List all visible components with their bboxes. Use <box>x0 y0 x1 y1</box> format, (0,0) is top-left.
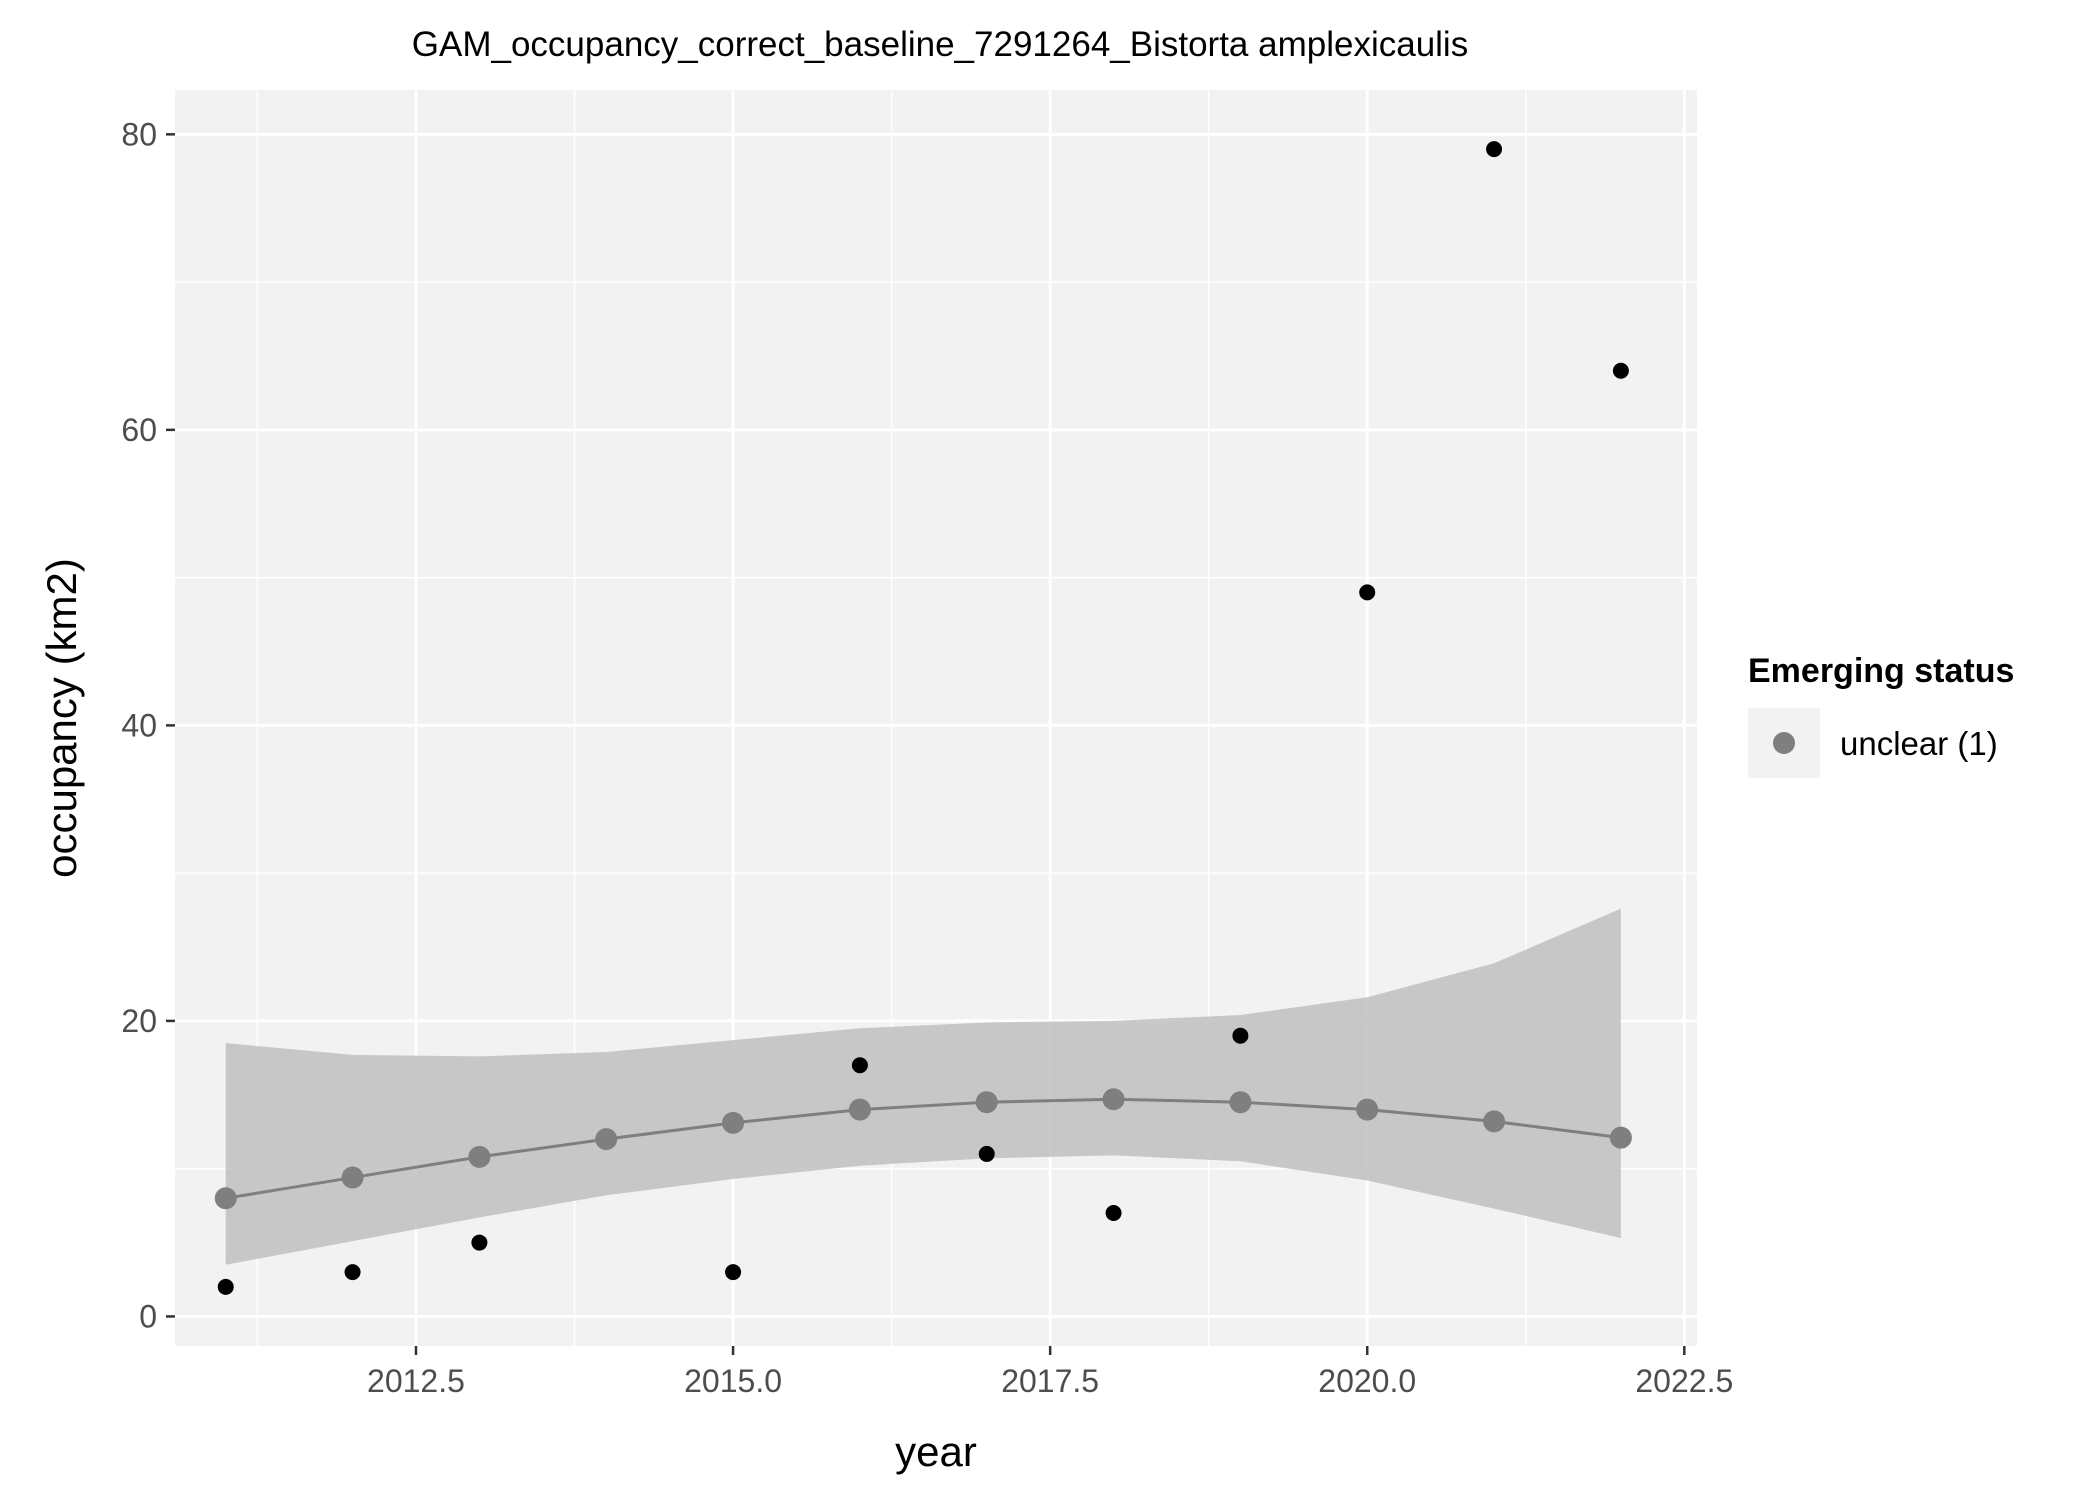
fitted-point <box>468 1145 491 1168</box>
fitted-point <box>341 1166 364 1189</box>
observed-point <box>978 1145 995 1162</box>
y-axis-title: occupancy (km2) <box>38 558 85 878</box>
legend-marker <box>1773 732 1795 754</box>
fitted-point <box>975 1091 998 1114</box>
legend: Emerging status unclear (1) <box>1748 652 2014 778</box>
y-tick-label: 0 <box>139 1298 157 1334</box>
observed-point <box>1359 584 1376 601</box>
observed-point <box>344 1264 361 1281</box>
fitted-line <box>225 1097 1622 1200</box>
y-tick-label: 40 <box>121 707 157 743</box>
observed-point <box>1612 362 1629 379</box>
observed-point <box>1232 1027 1249 1044</box>
observed-point <box>725 1264 742 1281</box>
fitted-point <box>1609 1126 1632 1149</box>
x-tick-label: 2012.5 <box>367 1363 465 1399</box>
fitted-point <box>214 1187 237 1210</box>
y-tick-label: 60 <box>121 412 157 448</box>
fitted-point <box>1229 1091 1252 1114</box>
fitted-point <box>722 1111 745 1134</box>
confidence-ribbon <box>225 908 1621 1265</box>
x-tick-label: 2020.0 <box>1318 1363 1416 1399</box>
fitted-point <box>1483 1110 1506 1133</box>
x-axis-title: year <box>895 1428 977 1475</box>
fitted-point <box>595 1128 618 1151</box>
observed-point <box>1486 141 1503 158</box>
fitted-series-group <box>214 1088 1632 1210</box>
fitted-point <box>848 1098 871 1121</box>
legend-title: Emerging status <box>1748 652 2014 690</box>
fitted-point <box>1102 1088 1125 1111</box>
observed-point <box>1105 1205 1122 1222</box>
observed-point <box>217 1278 234 1295</box>
x-axis: 2012.5 2015.0 2017.5 2020.0 2022.5 <box>367 1346 1733 1399</box>
x-tick-label: 2022.5 <box>1635 1363 1733 1399</box>
y-tick-label: 20 <box>121 1003 157 1039</box>
fitted-point <box>1356 1098 1379 1121</box>
confidence-ribbon-group <box>225 908 1621 1265</box>
y-axis: 0 20 40 60 80 <box>121 116 175 1334</box>
x-tick-label: 2015.0 <box>684 1363 782 1399</box>
observed-point <box>851 1057 868 1074</box>
y-tick-label: 80 <box>121 116 157 152</box>
chart-title: GAM_occupancy_correct_baseline_7291264_B… <box>412 25 1468 64</box>
x-tick-label: 2017.5 <box>1001 1363 1099 1399</box>
observed-series-group <box>217 141 1629 1295</box>
legend-entry-label: unclear (1) <box>1840 725 1998 762</box>
observed-point <box>471 1234 488 1251</box>
